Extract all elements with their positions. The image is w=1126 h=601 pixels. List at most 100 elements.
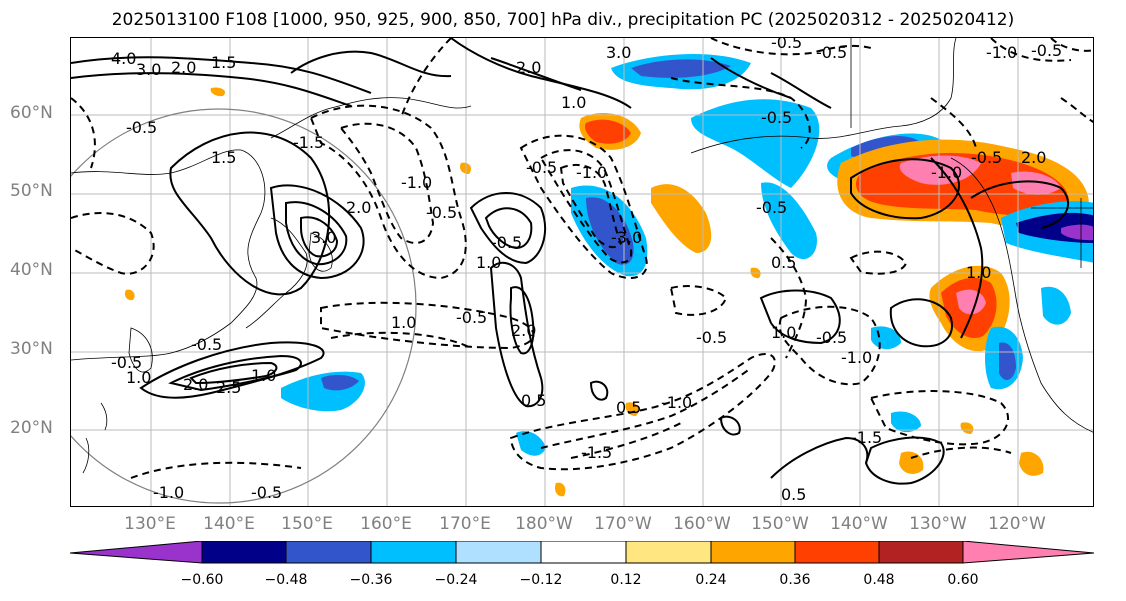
contour-label: -0.5 (191, 335, 222, 354)
contour-label: -0.5 (251, 483, 282, 502)
shade-pink-ne2 (1011, 171, 1061, 195)
contour-label: 1.5 (211, 148, 236, 167)
lon-label-170e: 170°E (439, 514, 491, 534)
contour-label: -0.5 (491, 233, 522, 252)
shade-red-aleutian (585, 119, 631, 144)
colorbar-segment-1 (201, 541, 287, 564)
lat-label-50n: 50°N (10, 181, 53, 201)
contour-label: 1.0 (126, 368, 151, 387)
colorbar-segment-0 (70, 541, 203, 564)
contour-label: -0.5 (696, 328, 727, 347)
colorbar-label: 0.48 (863, 572, 895, 588)
contour-label: 2.5 (216, 378, 241, 397)
contour-labels: 4.0 3.0 2.0 1.5 -0.5 1.5 -1.5 2.0 3.0 -1… (111, 38, 1062, 504)
colorbar-segment-2 (285, 541, 372, 564)
gridlines (71, 38, 1093, 506)
shade-blue-south (891, 411, 921, 433)
lon-label-130w: 130°W (909, 514, 967, 534)
contour-label: 2.0 (516, 58, 541, 77)
colorbar-segment-7 (710, 541, 796, 564)
contour-label: 0.5 (616, 398, 641, 417)
contour-label: -0.5 (426, 203, 457, 222)
contour-label: 0.5 (521, 391, 546, 410)
colorbar-label: −0.24 (434, 572, 478, 588)
contour-label: 3.0 (606, 43, 631, 62)
contour-label: 2.0 (1021, 148, 1046, 167)
shade-orange-tiny7 (210, 87, 226, 97)
lon-label-140e: 140°E (203, 514, 255, 534)
contour-label: -3.0 (611, 228, 642, 247)
contour-label: -0.5 (111, 353, 142, 372)
contour-label: -0.5 (526, 158, 557, 177)
contour-label: -1.0 (576, 163, 607, 182)
contour-label: -1.0 (661, 393, 692, 412)
contour-label: 1.0 (561, 93, 586, 112)
contour-label: 3.0 (136, 60, 161, 79)
lat-label-30n: 30°N (10, 339, 53, 359)
lon-label-130e: 130°E (124, 514, 176, 534)
lon-label-140w: 140°W (830, 514, 888, 534)
lat-label-40n: 40°N (10, 260, 53, 280)
map-canvas: 4.0 3.0 2.0 1.5 -0.5 1.5 -1.5 2.0 3.0 -1… (71, 38, 1093, 506)
contour-label: 4.0 (111, 49, 136, 68)
contour-label: -0.5 (756, 198, 787, 217)
shade-pink-ne (899, 155, 981, 185)
colorbar-segment-6 (625, 541, 712, 564)
colorbar-label: −0.48 (264, 572, 308, 588)
shade-blue-east (761, 182, 817, 260)
lon-label-120w: 120°W (988, 514, 1046, 534)
colorbar-label: −0.12 (519, 572, 563, 588)
shade-orange-sw2 (1019, 451, 1044, 476)
shade-navy-japan-south (321, 374, 359, 391)
lon-label-160w: 160°W (673, 514, 731, 534)
contour-label: -0.5 (1031, 41, 1062, 60)
contour-label: -1.5 (293, 133, 324, 152)
contour-label: 2.0 (511, 321, 536, 340)
colorbar-label: 0.36 (779, 572, 811, 588)
contour-label: -1.0 (401, 173, 432, 192)
colorbar-label: −0.60 (180, 572, 224, 588)
dashed-contours (71, 38, 1093, 479)
contour-label: 3.0 (311, 228, 336, 247)
colorbar-segment-4 (455, 541, 542, 564)
shade-navy-aleutian (631, 59, 731, 78)
shade-navy-central (586, 197, 634, 265)
reference-circle (71, 108, 417, 504)
contour-label: 1.0 (391, 313, 416, 332)
shade-orange-tiny3 (960, 422, 974, 434)
contour-label: -0.5 (456, 308, 487, 327)
contour-label: 1.0 (771, 323, 796, 342)
contour-label: -1.5 (851, 428, 882, 447)
colorbar-segment-9 (878, 541, 964, 564)
map-panel: 4.0 3.0 2.0 1.5 -0.5 1.5 -1.5 2.0 3.0 -1… (70, 37, 1094, 507)
colorbar-segment-8 (794, 541, 880, 564)
colorbar-label: 0.24 (695, 572, 727, 588)
colorbar-label: 0.12 (610, 572, 642, 588)
contour-label: -1.0 (986, 43, 1017, 62)
solid-contours (71, 38, 1070, 485)
colorbar-label: −0.36 (349, 572, 393, 588)
shade-blue-far (1041, 286, 1071, 325)
shade-orange-tiny6 (459, 162, 472, 174)
shade-orange-central (651, 184, 712, 253)
precipitation-shading (124, 53, 1093, 497)
plot-title: 2025013100 F108 [1000, 950, 925, 900, 85… (111, 10, 1015, 30)
contour-label: -1.0 (931, 163, 962, 182)
colorbar-segment-3 (370, 541, 457, 564)
lon-label-170w: 170°W (594, 514, 652, 534)
colorbar-segment-5 (540, 541, 627, 564)
colorbar-label: 0.60 (947, 572, 979, 588)
lon-label-150e: 150°E (281, 514, 333, 534)
contour-label: 2.0 (346, 198, 371, 217)
contour-label: 0.5 (781, 485, 806, 504)
shade-violet-east (1061, 224, 1093, 241)
contour-label: 0.5 (771, 253, 796, 272)
contour-label: -1.5 (581, 443, 612, 462)
shade-orange-tiny5 (124, 289, 135, 301)
contour-label: 1.5 (211, 53, 236, 72)
contour-label: 2.0 (183, 375, 208, 394)
contour-label: -0.5 (761, 108, 792, 127)
colorbar-segment-10 (962, 541, 1094, 564)
shade-orange-tiny4 (554, 482, 566, 497)
contour-label: 1.0 (476, 253, 501, 272)
